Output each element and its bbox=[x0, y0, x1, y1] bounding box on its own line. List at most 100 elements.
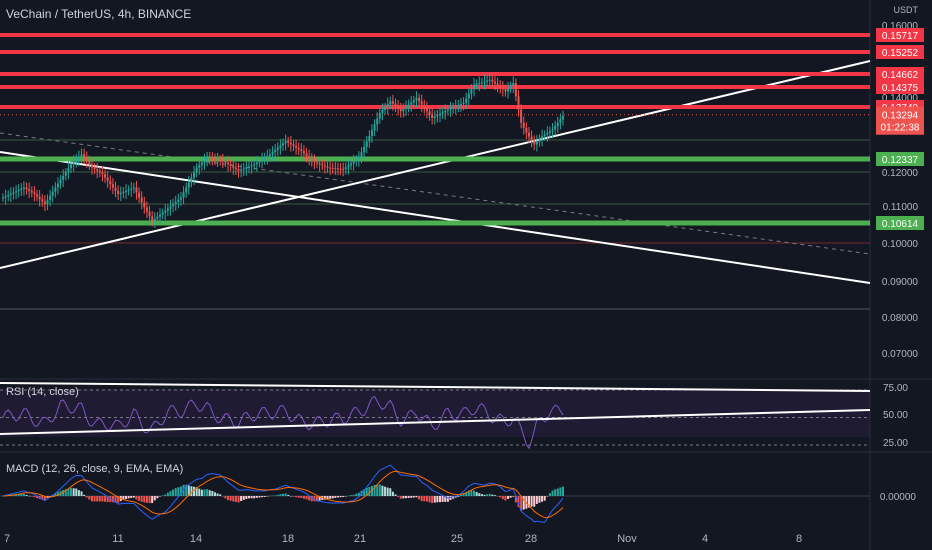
ascending-trendline bbox=[0, 60, 871, 269]
candle-body bbox=[132, 187, 135, 189]
support-label-box bbox=[876, 216, 924, 230]
candle-body bbox=[499, 85, 502, 88]
macd-histogram-bar bbox=[470, 490, 473, 496]
macd-histogram-bar bbox=[439, 496, 442, 503]
candle-body bbox=[106, 177, 109, 181]
candle-body bbox=[2, 197, 4, 199]
candle-body bbox=[462, 102, 465, 105]
candle-body bbox=[454, 106, 457, 108]
macd-histogram-bar bbox=[488, 493, 491, 496]
macd-histogram-bar bbox=[148, 496, 151, 504]
candle-body bbox=[376, 118, 379, 125]
candle-body bbox=[428, 111, 431, 115]
macd-histogram-bar bbox=[546, 496, 549, 497]
candle-body bbox=[234, 167, 237, 170]
candle-body bbox=[46, 199, 49, 205]
candle-body bbox=[62, 175, 65, 180]
macd-histogram-bar bbox=[62, 490, 65, 496]
macd-histogram-bar bbox=[527, 496, 530, 508]
macd-histogram-bar bbox=[467, 490, 470, 496]
macd-histogram-bar bbox=[36, 496, 39, 499]
macd-histogram-bar bbox=[418, 496, 421, 500]
macd-histogram-bar bbox=[67, 488, 70, 496]
macd-histogram-bar bbox=[459, 494, 462, 496]
macd-histogram-bar bbox=[454, 496, 457, 498]
macd-tick-label: 0.00000 bbox=[880, 492, 917, 503]
macd-histogram-bar bbox=[365, 487, 368, 496]
candle-body bbox=[491, 79, 494, 82]
support-line bbox=[0, 156, 870, 162]
candle-body bbox=[237, 169, 240, 171]
candle-body bbox=[305, 153, 308, 156]
macd-histogram-bar bbox=[161, 495, 164, 496]
rsi-line bbox=[2, 395, 564, 450]
candle-body bbox=[289, 142, 292, 145]
candle-body bbox=[425, 107, 428, 112]
candle-body bbox=[253, 164, 256, 166]
macd-histogram-bar bbox=[548, 493, 551, 496]
macd-histogram-bar bbox=[132, 496, 135, 498]
macd-histogram-bar bbox=[415, 496, 418, 498]
macd-histogram-bar bbox=[117, 496, 120, 503]
x-tick-label: 25 bbox=[451, 533, 463, 545]
candle-body bbox=[336, 168, 339, 170]
candle-body bbox=[342, 168, 345, 170]
macd-histogram-bar bbox=[33, 496, 36, 498]
macd-histogram-bar bbox=[449, 496, 452, 501]
candle-body bbox=[496, 83, 499, 86]
candle-body bbox=[284, 141, 287, 144]
macd-histogram-bar bbox=[501, 496, 504, 500]
candle-body bbox=[538, 138, 541, 142]
candle-body bbox=[122, 191, 125, 194]
candle-body bbox=[514, 83, 517, 97]
resistance-label-box bbox=[876, 80, 924, 94]
y-tick-label: 0.09000 bbox=[882, 277, 919, 288]
macd-histogram-bar bbox=[72, 488, 75, 496]
macd-histogram-bar bbox=[2, 496, 4, 497]
candle-body bbox=[33, 192, 36, 195]
candle-body bbox=[420, 101, 423, 105]
macd-histogram-bar bbox=[475, 492, 478, 496]
countdown-timer: 01:22:38 bbox=[881, 123, 920, 134]
candle-body bbox=[190, 177, 193, 183]
candle-body bbox=[501, 87, 504, 90]
candle-body bbox=[543, 134, 546, 137]
macd-histogram-bar bbox=[357, 492, 360, 496]
candle-body bbox=[140, 197, 143, 203]
macd-histogram-bar bbox=[514, 496, 517, 503]
last-price-value: 0.13294 bbox=[882, 111, 919, 122]
candle-body bbox=[9, 193, 12, 195]
macd-histogram-bar bbox=[420, 496, 423, 502]
rsi-tick-label: 75.00 bbox=[883, 383, 908, 394]
candle-body bbox=[292, 144, 295, 147]
macd-histogram-bar bbox=[240, 496, 243, 502]
macd-histogram-bar bbox=[206, 489, 209, 496]
macd-histogram-bar bbox=[138, 496, 141, 501]
candle-body bbox=[459, 104, 462, 106]
macd-histogram-bar bbox=[530, 496, 533, 507]
macd-histogram-bar bbox=[336, 496, 339, 498]
candle-body bbox=[287, 141, 290, 143]
candle-body bbox=[250, 165, 253, 167]
candle-body bbox=[347, 165, 350, 168]
candle-body bbox=[240, 169, 243, 171]
macd-histogram-bar bbox=[394, 494, 397, 496]
macd-histogram-bar bbox=[208, 490, 211, 496]
macd-histogram-bar bbox=[465, 491, 468, 496]
macd-histogram-bar bbox=[554, 489, 557, 496]
candle-body bbox=[439, 113, 442, 116]
chart-title: VeChain / TetherUS, 4h, BINANCE bbox=[6, 7, 192, 21]
candle-body bbox=[418, 97, 421, 102]
candle-body bbox=[331, 167, 334, 169]
candle-body bbox=[101, 172, 104, 175]
macd-histogram-bar bbox=[433, 496, 436, 503]
candle-body bbox=[80, 154, 83, 157]
macd-histogram-bar bbox=[297, 496, 300, 498]
macd-histogram-bar bbox=[300, 496, 303, 499]
macd-histogram-bar bbox=[491, 494, 494, 496]
macd-histogram-bar bbox=[185, 484, 188, 496]
dashed-trendline bbox=[0, 132, 871, 255]
macd-histogram-bar bbox=[54, 493, 57, 496]
candle-body bbox=[300, 149, 303, 152]
